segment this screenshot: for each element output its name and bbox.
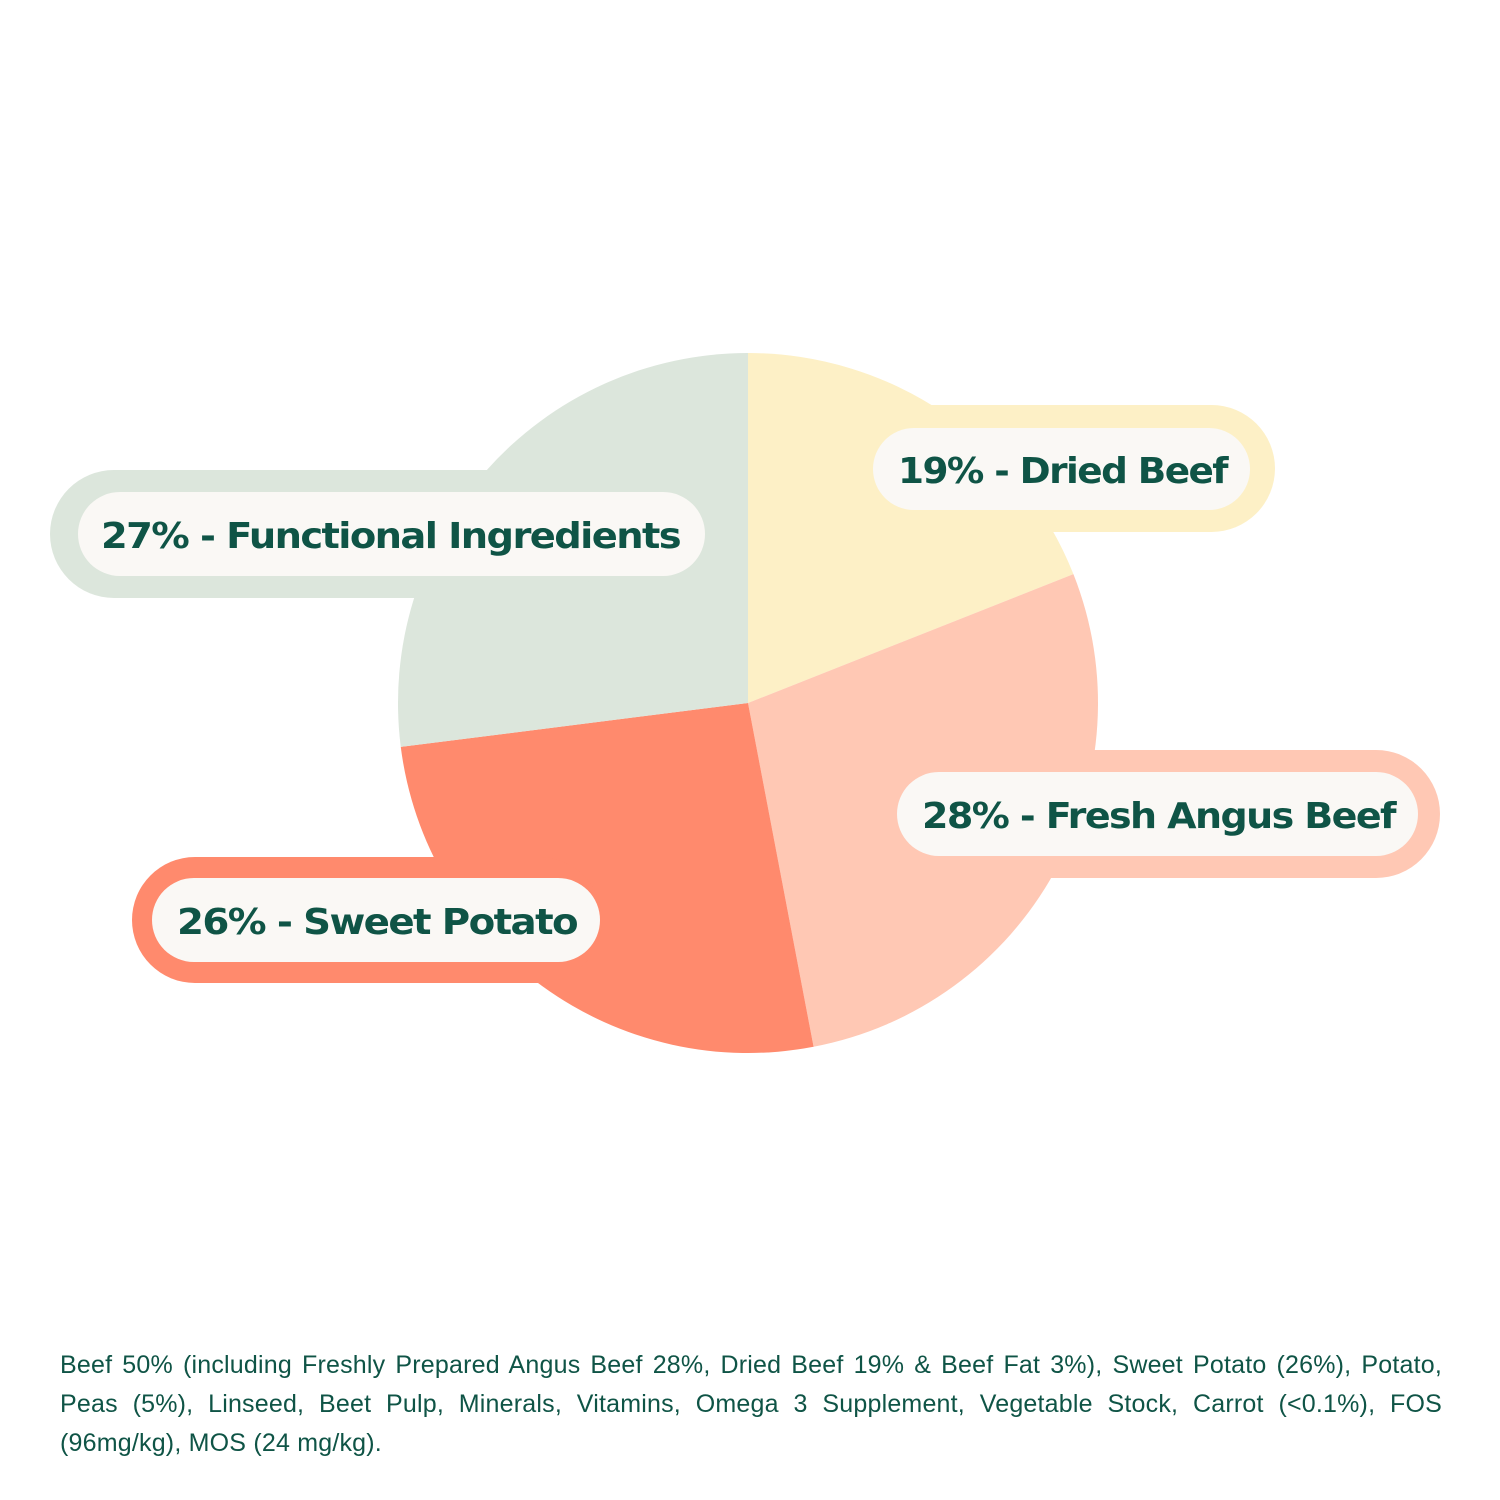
- label-pill-functional-ingredients: [78, 492, 705, 576]
- slice-label-functional-ingredients: 27% - Functional Ingredients: [101, 516, 680, 557]
- slice-label-dried-beef: 19% - Dried Beef: [898, 451, 1229, 492]
- pie-slice-sweet-potato: [400, 703, 814, 1053]
- label-pill-fresh-angus-beef: [897, 772, 1418, 856]
- label-pill-sweet-potato: [152, 878, 600, 962]
- slice-label-fresh-angus-beef: 28% - Fresh Angus Beef: [922, 796, 1397, 837]
- label-pill-dried-beef: [873, 428, 1250, 510]
- slice-label-sweet-potato: 26% - Sweet Potato: [177, 902, 578, 943]
- pie-chart: 19% - Dried Beef 28% - Fresh Angus Beef 26…: [50, 353, 1440, 1053]
- ingredients-text: Beef 50% (including Freshly Prepared Ang…: [60, 1351, 1442, 1457]
